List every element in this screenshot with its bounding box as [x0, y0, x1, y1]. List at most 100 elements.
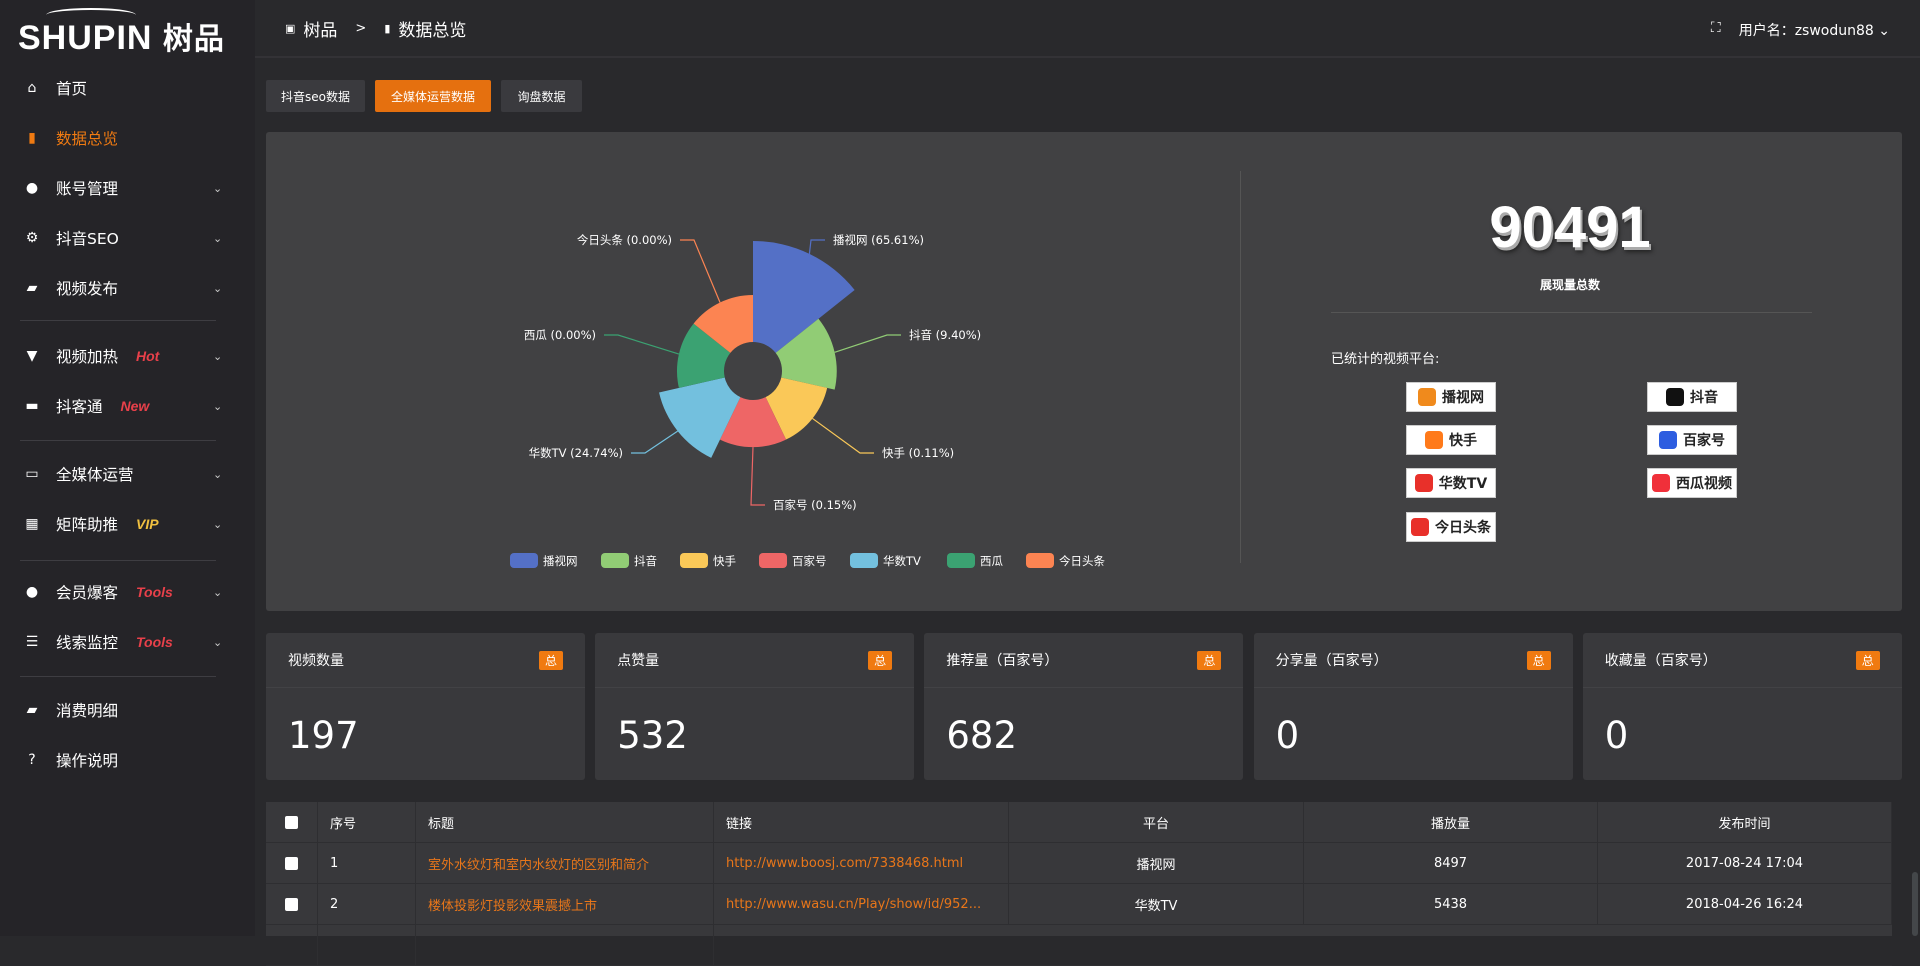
legend-swatch[interactable] — [510, 553, 538, 568]
table-cell: 2017-08-24 17:04 — [1598, 843, 1892, 883]
sidebar-item[interactable]: ▰ 视频发布 ⌄ — [0, 268, 255, 308]
fullscreen-icon[interactable]: ⛶ — [1710, 20, 1721, 36]
legend-item[interactable]: 华数TV — [883, 554, 921, 568]
sidebar-tag: VIP — [136, 516, 159, 532]
column-header: 标题 — [416, 802, 714, 842]
chevron-down-icon: ⌄ — [213, 635, 223, 649]
platform-logo: 华数TV — [1406, 468, 1496, 498]
sliders-icon: ☰ — [25, 634, 39, 650]
sidebar-item[interactable]: ? 操作说明 — [0, 740, 255, 780]
label-leader-line — [750, 447, 765, 506]
legend-swatch[interactable] — [1026, 553, 1054, 568]
pie-slice[interactable] — [765, 377, 828, 440]
tab-inquiry[interactable]: 询盘数据 — [501, 80, 582, 112]
legend-swatch[interactable] — [947, 553, 975, 568]
pie-label: 播视网 (65.61%) — [833, 233, 924, 247]
pie-label: 西瓜 (0.00%) — [524, 328, 596, 342]
stat-card: 推荐量（百家号） 总 682 — [924, 633, 1244, 780]
sidebar-item[interactable]: ▮ 数据总览 — [0, 118, 255, 158]
table-cell[interactable]: http://www.wasu.cn/Play/show/id/952... — [714, 884, 1009, 924]
legend-swatch[interactable] — [759, 553, 787, 568]
wallet-icon: ▰ — [26, 702, 38, 718]
overview-panel: 播视网 (65.61%) 抖音 (9.40%) 快手 (0.11%) 百家号 (0.1… — [266, 132, 1902, 611]
sidebar-item[interactable]: ● 会员爆客 Tools ⌄ — [0, 572, 255, 612]
pie-slice[interactable] — [753, 241, 855, 353]
pie-slice[interactable] — [677, 323, 731, 388]
logo[interactable]: SHUPIN 树品 — [18, 8, 225, 58]
chevron-down-icon: ⌄ — [213, 467, 223, 481]
divider — [20, 440, 216, 441]
pie-slice[interactable] — [693, 295, 753, 353]
sidebar-item-label: 视频发布 — [56, 280, 119, 298]
chat-icon: ▬ — [25, 398, 39, 414]
sidebar-item[interactable]: ▬ 抖客通 New ⌄ — [0, 386, 255, 426]
table-cell: 华数TV — [1009, 884, 1304, 924]
sidebar-item[interactable]: ⚙ 抖音SEO ⌄ — [0, 218, 255, 258]
legend-item[interactable]: 播视网 — [543, 554, 578, 568]
table-cell[interactable]: 室外水纹灯和室内水纹灯的区别和简介 — [416, 843, 714, 883]
stat-value: 197 — [288, 714, 359, 757]
sidebar-item-label: 矩阵助推 — [56, 516, 119, 534]
sidebar-item-label: 抖客通 — [56, 398, 103, 416]
legend-item[interactable]: 西瓜 — [980, 554, 1003, 568]
sidebar-item[interactable]: ▼ 视频加热 Hot ⌄ — [0, 336, 255, 376]
chevron-down-icon: ⌄ — [1878, 23, 1890, 39]
stat-card: 点赞量 总 532 — [595, 633, 915, 780]
tab-all-media[interactable]: 全媒体运营数据 — [375, 80, 491, 112]
table-cell[interactable]: http://www.boosj.com/7338468.html — [714, 843, 1009, 883]
user-icon: ● — [25, 180, 39, 196]
platform-icon — [1418, 388, 1436, 406]
column-header: 平台 — [1009, 802, 1304, 842]
table-cell: 8497 — [1304, 843, 1598, 883]
breadcrumb-home[interactable]: 树品 — [303, 21, 338, 41]
user-menu[interactable]: 用户名：zswodun88 ⌄ — [1738, 23, 1890, 39]
table-cell[interactable]: 楼体投影灯投影效果震撼上市 — [416, 884, 714, 924]
table-header: 序号 标题 链接 平台 播放量 发布时间 — [266, 802, 1892, 843]
pie-slice[interactable] — [719, 397, 787, 448]
tab-douyin-seo[interactable]: 抖音seo数据 — [266, 80, 365, 112]
legend-item[interactable]: 今日头条 — [1059, 554, 1105, 568]
sidebar-item[interactable]: ▭ 全媒体运营 ⌄ — [0, 454, 255, 494]
sidebar-item[interactable]: ☰ 线索监控 Tools ⌄ — [0, 622, 255, 662]
divider — [20, 560, 216, 561]
pie-label: 百家号 (0.15%) — [773, 498, 857, 512]
chevron-down-icon: ⌄ — [213, 517, 223, 531]
divider — [20, 320, 216, 321]
sidebar-item-label: 视频加热 — [56, 348, 119, 366]
sidebar-tag: Hot — [136, 348, 160, 364]
header: ▣ 树品 > ▮ 数据总览 ⛶ 用户名：zswodun88 ⌄ — [255, 0, 1920, 58]
pie-slice[interactable] — [775, 318, 837, 390]
sidebar-item[interactable]: ▦ 矩阵助推 VIP ⌄ — [0, 504, 255, 544]
divider — [1331, 312, 1812, 313]
divider — [20, 676, 216, 677]
sidebar-item[interactable]: ● 账号管理 ⌄ — [0, 168, 255, 208]
rose-pie-chart: 播视网 (65.61%) 抖音 (9.40%) 快手 (0.11%) 百家号 (0.1… — [510, 233, 1105, 568]
label-leader-line — [680, 239, 721, 303]
pie-label: 抖音 (9.40%) — [909, 328, 981, 342]
video-table: 序号 标题 链接 平台 播放量 发布时间 1 室外水纹灯和室内水纹灯的区别和简介 http://… — [266, 802, 1892, 966]
sidebar-item[interactable]: ▰ 消费明细 — [0, 690, 255, 730]
row-checkbox[interactable] — [285, 856, 298, 870]
row-checkbox[interactable] — [285, 815, 298, 829]
platforms-label: 已统计的视频平台: — [1331, 352, 1440, 367]
platform-icon — [1652, 474, 1670, 492]
legend-swatch[interactable] — [680, 553, 708, 568]
pie-label: 华数TV (24.74%) — [529, 446, 623, 460]
legend-item[interactable]: 百家号 — [792, 554, 827, 568]
column-header: 播放量 — [1304, 802, 1598, 842]
column-header: 序号 — [318, 802, 416, 842]
stat-card: 收藏量（百家号） 总 0 — [1582, 633, 1902, 780]
legend-item[interactable]: 快手 — [713, 554, 736, 568]
sidebar-item[interactable]: ⌂ 首页 — [0, 68, 255, 108]
row-checkbox[interactable] — [285, 897, 298, 911]
scrollbar[interactable] — [1912, 872, 1918, 936]
legend-swatch[interactable] — [850, 553, 878, 568]
platform-icon — [1414, 474, 1433, 492]
table-cell: 5438 — [1304, 884, 1598, 924]
dashboard-icon: ▣ — [285, 22, 296, 35]
chevron-down-icon: ⌄ — [213, 181, 223, 195]
legend-swatch[interactable] — [601, 553, 629, 568]
table-row: 1 室外水纹灯和室内水纹灯的区别和简介 http://www.boosj.com/7… — [266, 843, 1892, 884]
pie-slice[interactable] — [659, 377, 741, 458]
legend-item[interactable]: 抖音 — [634, 554, 657, 568]
